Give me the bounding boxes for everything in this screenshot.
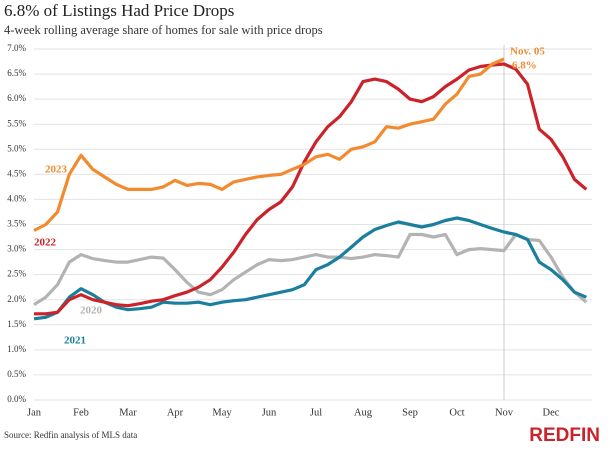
x-tick-label: May (212, 407, 232, 418)
y-tick-label: 3.0% (7, 244, 26, 254)
y-tick-label: 5.5% (7, 118, 26, 128)
y-tick-label: 1.5% (7, 319, 26, 329)
y-tick-label: 5.0% (7, 143, 26, 153)
annotation: 6.8% (512, 60, 537, 72)
x-tick-label: Jan (27, 407, 42, 418)
series-label: 2020 (80, 305, 103, 317)
series-line (33, 57, 505, 232)
y-tick-label: 2.0% (7, 294, 26, 304)
x-tick-label: Oct (449, 407, 464, 418)
x-tick-label: Aug (354, 407, 373, 418)
series-line (33, 216, 587, 321)
chart-title: 6.8% of Listings Had Price Drops (4, 1, 234, 20)
annotation: Nov. 05 (510, 46, 545, 58)
logo: REDFIN (529, 425, 600, 446)
y-tick-label: 6.0% (7, 93, 26, 103)
x-tick-label: Dec (543, 407, 560, 418)
y-tick-label: 4.5% (7, 168, 26, 178)
source: Source: Redfin analysis of MLS data (4, 430, 137, 440)
y-tick-label: 4.0% (7, 193, 26, 203)
series-label: 2021 (64, 335, 86, 347)
x-tick-label: Sep (402, 407, 418, 418)
x-tick-label: Mar (119, 407, 137, 418)
series-label: 2022 (34, 237, 57, 249)
y-tick-label: 0.0% (7, 394, 26, 404)
y-tick-label: 6.5% (7, 68, 26, 78)
x-tick-label: Jun (262, 407, 277, 418)
chart-subtitle: 4-week rolling average share of homes fo… (4, 23, 323, 37)
x-tick-label: Apr (167, 407, 184, 418)
y-tick-label: 2.5% (7, 269, 26, 279)
y-tick-label: 0.5% (7, 369, 26, 379)
series-label: 2023 (45, 164, 68, 176)
series-line (33, 232, 588, 307)
x-tick-label: Nov (495, 407, 514, 418)
y-tick-label: 7.0% (7, 43, 26, 53)
y-tick-label: 1.0% (7, 344, 26, 354)
x-tick-label: Jul (310, 407, 322, 418)
x-tick-label: Feb (73, 407, 89, 418)
y-tick-label: 3.5% (7, 219, 26, 229)
